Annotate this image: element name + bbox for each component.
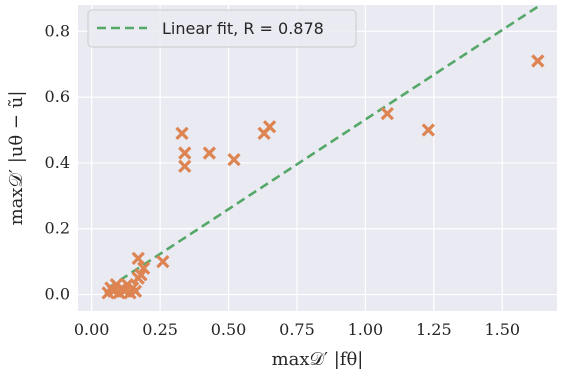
scatter-point (178, 159, 192, 173)
scatter-point (262, 120, 277, 134)
plot-area (78, 5, 557, 311)
fit-line-layer (107, 5, 539, 290)
y-axis-label: max𝒟′ |uθ − ũ| (6, 91, 27, 226)
scatter-point (137, 261, 151, 275)
y-tick-label: 0.4 (45, 153, 70, 172)
scatter-point (131, 251, 145, 265)
tick-labels: 0.00 0.25 0.50 0.75 1.00 1.25 1.50 0.0 0.2 0.4 0.6… (45, 21, 521, 339)
y-tick-label: 0.8 (45, 21, 70, 40)
y-tick-label: 0.6 (45, 87, 70, 106)
scatter-point (227, 153, 241, 167)
x-tick-label: 1.25 (416, 320, 452, 339)
fit-line (107, 5, 539, 290)
x-axis-label: max𝒟′ |fθ| (272, 349, 364, 370)
scatter-point (128, 284, 143, 298)
scatter-point (531, 54, 545, 68)
scatter-points (101, 54, 545, 300)
scatter-point (380, 106, 394, 121)
scatter-point (178, 146, 192, 160)
y-tick-label: 0.2 (45, 219, 70, 238)
x-tick-label: 0.25 (142, 320, 178, 339)
scatter-point (156, 255, 170, 269)
x-tick-label: 0.00 (74, 320, 110, 339)
y-tick-label: 0.0 (45, 285, 70, 304)
x-tick-label: 1.50 (484, 320, 520, 339)
x-tick-label: 1.00 (348, 320, 384, 339)
legend-box (87, 9, 357, 48)
legend-label: Linear fit, R = 0.878 (162, 19, 324, 38)
scatter-point (175, 126, 189, 140)
x-tick-label: 0.75 (279, 320, 315, 339)
legend: Linear fit, R = 0.878 (87, 9, 357, 48)
scatter-point (421, 123, 435, 137)
x-tick-label: 0.50 (211, 320, 247, 339)
scatter-point (202, 146, 217, 160)
